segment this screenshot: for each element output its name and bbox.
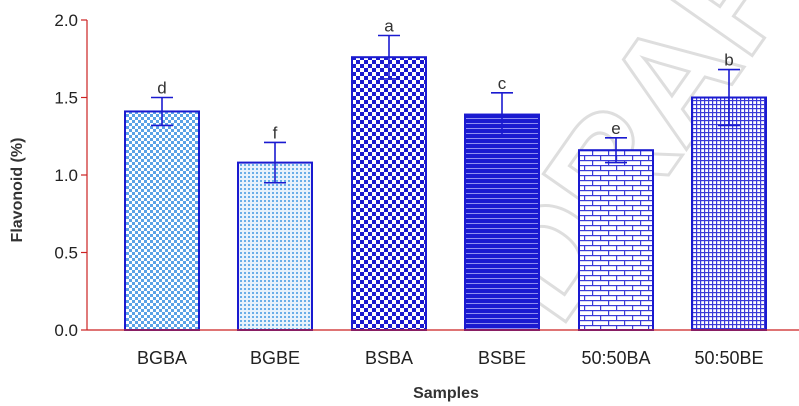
bars-layer (124, 56, 767, 331)
significance-label: b (724, 51, 733, 70)
error-bar (264, 141, 286, 184)
significance-label: f (273, 123, 278, 142)
y-tick-label: 1.5 (54, 89, 78, 108)
x-category-label: BGBA (137, 348, 187, 368)
x-category-labels: BGBA BGBE BSBA BSBE 50:50BA 50:50BE (137, 348, 764, 368)
bar-bgbe (237, 161, 313, 331)
significance-label: e (611, 119, 620, 138)
bar-bsba (351, 56, 427, 331)
error-bar (718, 68, 740, 127)
bar-bgba (124, 110, 200, 331)
significance-label: c (498, 74, 507, 93)
bar-50-50ba (578, 149, 654, 331)
y-axis-title: Flavonoid (%) (9, 138, 26, 243)
x-category-label: BSBE (478, 348, 526, 368)
error-bar (151, 96, 173, 127)
y-tick-label: 2.0 (54, 11, 78, 30)
error-bar (378, 34, 400, 80)
x-category-label: BSBA (365, 348, 413, 368)
error-bars-layer (151, 34, 740, 184)
x-category-label: 50:50BE (694, 348, 763, 368)
significance-label: d (157, 79, 166, 98)
y-ticks: 0.0 0.5 1.0 1.5 2.0 (54, 11, 87, 340)
y-tick-label: 1.0 (54, 166, 78, 185)
bar-bsbe (464, 113, 540, 331)
significance-labels-layer: d f a c e b (157, 17, 733, 143)
x-category-label: BGBE (250, 348, 300, 368)
x-axis-title: Samples (413, 385, 479, 402)
error-bar (491, 92, 513, 138)
error-bar (605, 137, 627, 164)
y-tick-label: 0.5 (54, 244, 78, 263)
bar-50-50be (691, 96, 767, 331)
x-category-label: 50:50BA (581, 348, 650, 368)
significance-label: a (384, 17, 394, 36)
y-tick-label: 0.0 (54, 321, 78, 340)
